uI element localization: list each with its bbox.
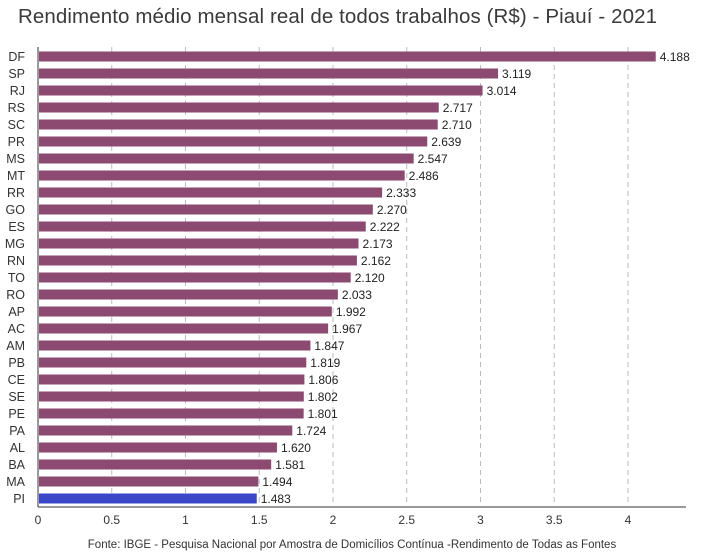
category-label: RJ	[10, 84, 25, 98]
category-label: PB	[8, 356, 25, 370]
bar-pe	[39, 408, 304, 419]
value-label: 2.710	[442, 118, 472, 132]
category-label: CE	[8, 373, 25, 387]
bar-go	[39, 204, 373, 215]
value-label: 4.188	[660, 50, 690, 64]
category-label: MG	[5, 237, 25, 251]
category-label: RS	[8, 101, 25, 115]
bar-ap	[39, 306, 332, 317]
value-label: 1.801	[308, 407, 338, 421]
category-label: ES	[8, 220, 25, 234]
value-label: 2.120	[355, 271, 385, 285]
bar-rr	[39, 187, 383, 198]
bar-sp	[39, 68, 499, 79]
category-label: GO	[6, 203, 26, 217]
x-tick-label: 3.5	[546, 513, 563, 527]
bar-al	[39, 442, 277, 453]
bar-rn	[39, 255, 357, 266]
bar-rj	[39, 85, 483, 96]
value-label: 2.486	[409, 169, 439, 183]
bar-ma	[39, 476, 259, 487]
value-label: 2.222	[370, 220, 400, 234]
category-label: SC	[8, 118, 25, 132]
bar-es	[39, 221, 366, 232]
bar-ro	[39, 289, 338, 300]
value-label: 2.162	[361, 254, 391, 268]
category-label: DF	[8, 50, 25, 64]
bar-se	[39, 391, 304, 402]
value-label: 2.639	[431, 135, 461, 149]
category-label: AM	[6, 339, 25, 353]
category-label: RR	[7, 186, 25, 200]
x-tick-label: 1	[182, 513, 189, 527]
x-tick-label: 4	[625, 513, 632, 527]
category-label: PI	[13, 492, 25, 506]
value-label: 2.033	[342, 288, 372, 302]
bar-pb	[39, 357, 307, 368]
bar-pr	[39, 136, 428, 147]
category-label: AL	[10, 441, 25, 455]
value-label: 1.819	[310, 356, 340, 370]
value-label: 3.119	[502, 67, 531, 81]
value-label: 1.620	[281, 441, 311, 455]
category-label: PR	[8, 135, 25, 149]
category-label: PE	[8, 407, 25, 421]
bar-ba	[39, 459, 272, 470]
bar-to	[39, 272, 351, 283]
bar-sc	[39, 119, 438, 130]
value-label: 1.847	[314, 339, 344, 353]
category-label: MS	[6, 152, 25, 166]
bar-mt	[39, 170, 405, 181]
value-label: 2.547	[418, 152, 448, 166]
bar-am	[39, 340, 311, 351]
value-label: 1.992	[336, 305, 366, 319]
category-label: SP	[8, 67, 25, 81]
value-label: 1.806	[308, 373, 338, 387]
chart-title: Rendimento médio mensal real de todos tr…	[18, 5, 658, 28]
x-tick-label: 3	[477, 513, 484, 527]
category-label: MT	[7, 169, 25, 183]
category-label: TO	[8, 271, 25, 285]
x-tick-label: 1.5	[251, 513, 268, 527]
bar-pi	[39, 493, 257, 504]
bars: 4.188 3.119 3.014 2.717 2.710 2.639 2.547 2.486…	[39, 50, 690, 506]
bar-rs	[39, 102, 439, 113]
bar-mg	[39, 238, 359, 249]
value-label: 1.967	[332, 322, 362, 336]
x-tick-label: 2	[330, 513, 337, 527]
value-label: 1.802	[308, 390, 338, 404]
value-label: 2.717	[443, 101, 473, 115]
x-tick-label: 0.5	[103, 513, 120, 527]
category-label: MA	[6, 475, 25, 489]
category-label: RO	[6, 288, 25, 302]
source-note: Fonte: IBGE - Pesquisa Nacional por Amos…	[87, 539, 617, 551]
x-tick-label: 0	[35, 513, 42, 527]
category-label: AC	[8, 322, 25, 336]
value-label: 2.270	[377, 203, 407, 217]
value-label: 3.014	[487, 84, 517, 98]
value-label: 1.724	[296, 424, 326, 438]
x-tick-label: 2.5	[398, 513, 415, 527]
category-label: AP	[8, 305, 25, 319]
bar-df	[39, 51, 656, 62]
value-label: 2.173	[363, 237, 393, 251]
category-label: BA	[8, 458, 25, 472]
bar-pa	[39, 425, 293, 436]
category-label: SE	[8, 390, 25, 404]
value-label: 1.581	[275, 458, 305, 472]
value-label: 2.333	[386, 186, 416, 200]
value-label: 1.494	[262, 475, 292, 489]
bar-ms	[39, 153, 414, 164]
category-label: PA	[9, 424, 25, 438]
bar-ce	[39, 374, 305, 385]
value-label: 1.483	[261, 492, 291, 506]
axes: 0 0.5 1 1.5 2 2.5 3 3.5 4 DF SP RJ RS SC PR MS MT RR GO ES M…	[5, 47, 686, 527]
bar-ac	[39, 323, 329, 334]
category-label: RN	[7, 254, 25, 268]
